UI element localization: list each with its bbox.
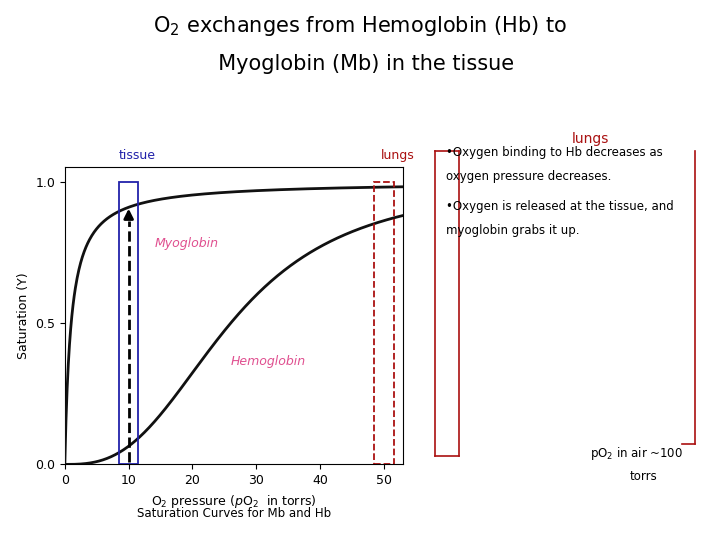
X-axis label: $\mathregular{O_2}$ pressure ($\mathit{p}$$\mathregular{O_2}$  in torrs): $\mathregular{O_2}$ pressure ($\mathit{p… xyxy=(151,492,317,510)
Text: Myoglobin (Mb) in the tissue: Myoglobin (Mb) in the tissue xyxy=(205,54,515,74)
Text: •Oxygen binding to Hb decreases as: •Oxygen binding to Hb decreases as xyxy=(446,146,663,159)
Text: tissue: tissue xyxy=(119,148,156,162)
Text: Hemoglobin: Hemoglobin xyxy=(231,355,306,368)
Text: Saturation Curves for Mb and Hb: Saturation Curves for Mb and Hb xyxy=(137,507,331,520)
Text: •Oxygen is released at the tissue, and: •Oxygen is released at the tissue, and xyxy=(446,200,674,213)
Y-axis label: Saturation (Y): Saturation (Y) xyxy=(17,273,30,359)
Text: lungs: lungs xyxy=(381,148,415,162)
Bar xyxy=(119,181,138,464)
Text: $\mathregular{O_2}$ exchanges from Hemoglobin (Hb) to: $\mathregular{O_2}$ exchanges from Hemog… xyxy=(153,14,567,37)
Text: p$\mathregular{O_2}$ in air ~100: p$\mathregular{O_2}$ in air ~100 xyxy=(590,446,683,462)
Text: myoglobin grabs it up.: myoglobin grabs it up. xyxy=(446,224,580,237)
Text: Myoglobin: Myoglobin xyxy=(154,237,218,249)
Text: torrs: torrs xyxy=(630,470,658,483)
Text: lungs: lungs xyxy=(572,132,609,146)
Text: oxygen pressure decreases.: oxygen pressure decreases. xyxy=(446,170,612,183)
Bar xyxy=(374,181,394,464)
